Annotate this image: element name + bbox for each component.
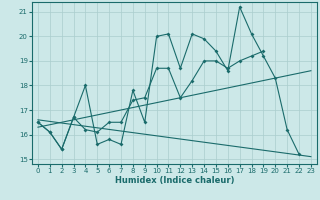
X-axis label: Humidex (Indice chaleur): Humidex (Indice chaleur) [115, 176, 234, 185]
